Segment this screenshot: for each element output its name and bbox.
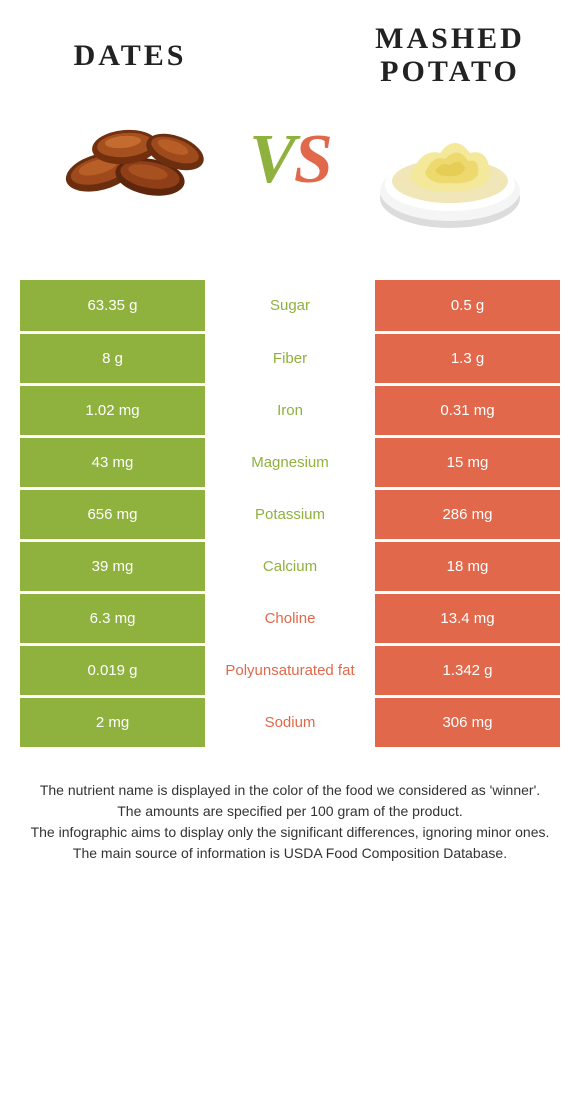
- right-food-title: MASHED POTATO: [340, 22, 560, 88]
- cell-nutrient-label: Calcium: [205, 540, 375, 592]
- vs-column: VS: [240, 120, 340, 200]
- cell-left-value: 0.019 g: [20, 644, 205, 696]
- table-row: 43 mgMagnesium15 mg: [20, 436, 560, 488]
- left-food-col: DATES: [20, 39, 240, 232]
- table-row: 63.35 gSugar0.5 g: [20, 280, 560, 332]
- cell-left-value: 1.02 mg: [20, 384, 205, 436]
- table-row: 39 mgCalcium18 mg: [20, 540, 560, 592]
- right-food-col: MASHED POTATO: [340, 22, 560, 248]
- cell-nutrient-label: Polyunsaturated fat: [205, 644, 375, 696]
- cell-right-value: 0.31 mg: [375, 384, 560, 436]
- footer-line-1: The nutrient name is displayed in the co…: [20, 780, 560, 801]
- cell-left-value: 656 mg: [20, 488, 205, 540]
- table-row: 8 gFiber1.3 g: [20, 332, 560, 384]
- cell-nutrient-label: Choline: [205, 592, 375, 644]
- cell-right-value: 286 mg: [375, 488, 560, 540]
- comparison-table: 63.35 gSugar0.5 g8 gFiber1.3 g1.02 mgIro…: [20, 280, 560, 750]
- cell-left-value: 2 mg: [20, 696, 205, 748]
- table-row: 2 mgSodium306 mg: [20, 696, 560, 748]
- dates-image: [45, 92, 215, 232]
- cell-left-value: 63.35 g: [20, 280, 205, 332]
- cell-left-value: 8 g: [20, 332, 205, 384]
- cell-nutrient-label: Iron: [205, 384, 375, 436]
- cell-nutrient-label: Sodium: [205, 696, 375, 748]
- table-body: 63.35 gSugar0.5 g8 gFiber1.3 g1.02 mgIro…: [20, 280, 560, 748]
- table-row: 1.02 mgIron0.31 mg: [20, 384, 560, 436]
- cell-right-value: 0.5 g: [375, 280, 560, 332]
- cell-nutrient-label: Sugar: [205, 280, 375, 332]
- cell-right-value: 1.3 g: [375, 332, 560, 384]
- cell-left-value: 43 mg: [20, 436, 205, 488]
- table-row: 0.019 gPolyunsaturated fat1.342 g: [20, 644, 560, 696]
- cell-right-value: 13.4 mg: [375, 592, 560, 644]
- footer-section: The nutrient name is displayed in the co…: [0, 750, 580, 884]
- footer-line-3: The infographic aims to display only the…: [20, 822, 560, 843]
- cell-right-value: 306 mg: [375, 696, 560, 748]
- footer-line-4: The main source of information is USDA F…: [20, 843, 560, 864]
- table-row: 656 mgPotassium286 mg: [20, 488, 560, 540]
- cell-nutrient-label: Fiber: [205, 332, 375, 384]
- footer-line-2: The amounts are specified per 100 gram o…: [20, 801, 560, 822]
- vs-text: VS: [249, 120, 331, 200]
- cell-nutrient-label: Potassium: [205, 488, 375, 540]
- mashed-potato-image: [365, 108, 535, 248]
- cell-right-value: 18 mg: [375, 540, 560, 592]
- vs-v-letter: V: [249, 121, 294, 198]
- cell-left-value: 39 mg: [20, 540, 205, 592]
- cell-left-value: 6.3 mg: [20, 592, 205, 644]
- cell-right-value: 15 mg: [375, 436, 560, 488]
- cell-right-value: 1.342 g: [375, 644, 560, 696]
- vs-s-letter: S: [294, 121, 331, 198]
- header-section: DATES VS MASHED POTATO: [0, 0, 580, 260]
- table-row: 6.3 mgCholine13.4 mg: [20, 592, 560, 644]
- cell-nutrient-label: Magnesium: [205, 436, 375, 488]
- left-food-title: DATES: [74, 39, 187, 72]
